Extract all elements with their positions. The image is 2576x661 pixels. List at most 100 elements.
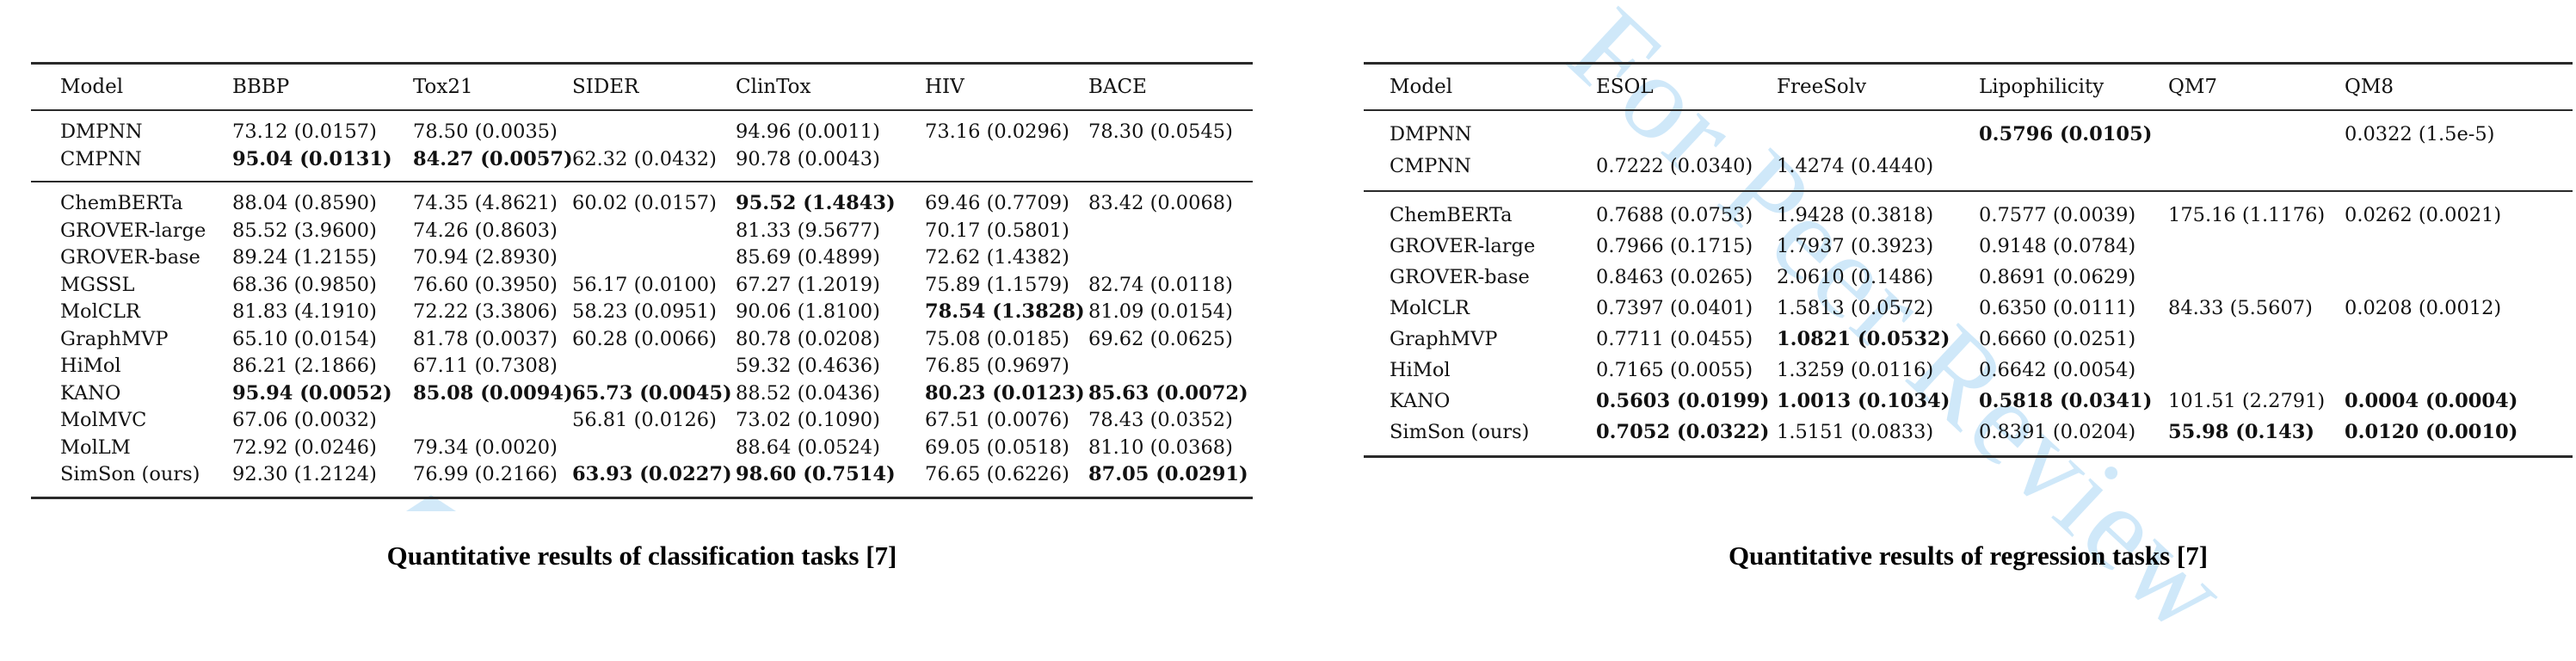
value-cell: 98.60 (0.7514) <box>736 463 896 485</box>
value-cell: 59.32 (0.4636) <box>736 355 880 377</box>
table-row: MGSSL 68.36 (0.9850) 76.60 (0.3950) 56.17 (… <box>31 272 1253 300</box>
value-cell: 87.05 (0.0291) <box>1088 463 1248 485</box>
value-cell: 80.23 (0.0123) <box>925 381 1085 405</box>
value-cell: 63.93 (0.0227) <box>572 463 732 485</box>
value-cell: 0.0322 (1.5e-5) <box>2345 123 2495 145</box>
model-name: MGSSL <box>60 273 135 296</box>
value-cell: 68.36 (0.9850) <box>232 273 377 296</box>
column-header: HIV <box>925 62 1088 111</box>
value-cell: 0.9148 (0.0784) <box>1979 235 2136 257</box>
model-name: MolCLR <box>1390 297 1470 319</box>
model-name: MolCLR <box>60 300 140 323</box>
table-row: MolLM 72.92 (0.0246) 79.34 (0.0020) 88.64 (… <box>31 435 1253 462</box>
model-name: GROVER-large <box>60 219 206 242</box>
table-row: SimSon (ours) 92.30 (1.2124) 76.99 (0.2166… <box>31 461 1253 497</box>
value-cell: 58.23 (0.0951) <box>572 300 717 323</box>
value-cell <box>2345 355 2573 386</box>
table-row: HiMol 86.21 (2.1866) 67.11 (0.7308) 59.32 (… <box>31 353 1253 380</box>
data-table: Model BBBP Tox21 SIDER ClinTox HIV BACE DMPNN 73… <box>31 62 1253 499</box>
value-cell: 95.52 (1.4843) <box>736 192 896 214</box>
value-cell <box>1979 151 2168 191</box>
value-cell <box>2168 110 2345 151</box>
value-cell: 67.06 (0.0032) <box>232 409 377 431</box>
column-header: BACE <box>1088 62 1253 111</box>
value-cell: 73.12 (0.0157) <box>232 120 377 143</box>
value-cell <box>2345 151 2573 191</box>
model-name: MolMVC <box>60 409 147 431</box>
value-cell: 0.8391 (0.0204) <box>1979 421 2136 443</box>
value-cell: 0.5818 (0.0341) <box>1979 390 2153 412</box>
value-cell <box>1088 218 1253 245</box>
value-cell: 67.11 (0.7308) <box>413 355 558 377</box>
column-header: Model <box>31 62 232 111</box>
value-cell: 0.7165 (0.0055) <box>1596 359 1753 381</box>
value-cell: 1.0821 (0.0532) <box>1777 328 1950 350</box>
value-cell: 0.7397 (0.0401) <box>1596 297 1753 319</box>
value-cell <box>1777 110 1979 151</box>
value-cell: 82.74 (0.0118) <box>1088 273 1233 296</box>
table-row: KANO 0.5603 (0.0199) 1.0013 (0.1034) 0.5818… <box>1364 386 2573 417</box>
value-cell: 67.51 (0.0076) <box>925 409 1069 431</box>
value-cell: 0.6642 (0.0054) <box>1979 359 2136 381</box>
value-cell: 2.0610 (0.1486) <box>1777 266 1934 288</box>
value-cell: 81.78 (0.0037) <box>413 327 558 350</box>
value-cell: 70.94 (2.8930) <box>413 246 558 269</box>
value-cell: 76.60 (0.3950) <box>413 273 558 296</box>
model-name: ChemBERTa <box>60 192 183 214</box>
data-table: Model ESOL FreeSolv Lipophilicity QM7 QM8 DMPN… <box>1364 62 2573 458</box>
value-cell: 74.26 (0.8603) <box>413 219 558 242</box>
value-cell: 95.04 (0.0131) <box>232 147 392 170</box>
model-name: HiMol <box>1390 359 1451 381</box>
value-cell: 95.94 (0.0052) <box>232 381 392 405</box>
value-cell: 88.52 (0.0436) <box>736 381 880 405</box>
value-cell: 1.9428 (0.3818) <box>1777 204 1934 226</box>
value-cell: 80.78 (0.0208) <box>736 327 880 350</box>
value-cell <box>2345 324 2573 355</box>
value-cell: 76.85 (0.9697) <box>925 355 1069 377</box>
value-cell: 1.4274 (0.4440) <box>1777 155 1934 177</box>
value-cell: 92.30 (1.2124) <box>232 463 377 485</box>
value-cell <box>2168 151 2345 191</box>
model-name: GraphMVP <box>60 327 169 350</box>
value-cell: 60.28 (0.0066) <box>572 327 717 350</box>
value-cell <box>2345 262 2573 293</box>
value-cell: 0.5603 (0.0199) <box>1596 390 1770 412</box>
table-row: ChemBERTa 88.04 (0.8590) 74.35 (4.8621) 60.… <box>31 182 1253 218</box>
value-cell: 78.43 (0.0352) <box>1088 409 1233 431</box>
value-cell: 1.5151 (0.0833) <box>1777 421 1934 443</box>
value-cell <box>413 407 572 435</box>
table-row: HiMol 0.7165 (0.0055) 1.3259 (0.0116) 0.664… <box>1364 355 2573 386</box>
model-name: ChemBERTa <box>1390 204 1513 226</box>
table-row: CMPNN 95.04 (0.0131) 84.27 (0.0057) 62.32 (… <box>31 146 1253 182</box>
column-header: SIDER <box>572 62 736 111</box>
model-name: MolLM <box>60 436 131 459</box>
value-cell <box>2168 355 2345 386</box>
value-cell <box>2168 262 2345 293</box>
value-cell: 0.7966 (0.1715) <box>1596 235 1753 257</box>
model-name: GROVER-large <box>1390 235 1536 257</box>
value-cell: 0.0120 (0.0010) <box>2345 421 2518 443</box>
table-row: ChemBERTa 0.7688 (0.0753) 1.9428 (0.3818) 0… <box>1364 191 2573 231</box>
value-cell: 73.16 (0.0296) <box>925 120 1069 143</box>
value-cell <box>572 244 736 272</box>
regression-table: Model ESOL FreeSolv Lipophilicity QM7 QM8 DMPN… <box>1364 62 2573 458</box>
value-cell: 85.52 (3.9600) <box>232 219 377 242</box>
model-name: KANO <box>1390 390 1451 412</box>
table-row: DMPNN 0.5796 (0.0105) 0.0322 (1.5e-5) <box>1364 110 2573 151</box>
table-row: GROVER-large 0.7966 (0.1715) 1.7937 (0.392… <box>1364 231 2573 262</box>
value-cell <box>925 146 1088 182</box>
value-cell <box>2168 324 2345 355</box>
value-cell: 79.34 (0.0020) <box>413 436 558 459</box>
value-cell <box>2168 231 2345 262</box>
model-name: CMPNN <box>60 147 142 170</box>
value-cell <box>1088 244 1253 272</box>
value-cell <box>1088 146 1253 182</box>
column-header: QM8 <box>2345 62 2573 111</box>
column-header: BBBP <box>232 62 413 111</box>
model-name: GROVER-base <box>1390 266 1530 288</box>
value-cell: 0.8691 (0.0629) <box>1979 266 2136 288</box>
value-cell: 88.64 (0.0524) <box>736 436 880 459</box>
table-row: GROVER-base 0.8463 (0.0265) 2.0610 (0.1486… <box>1364 262 2573 293</box>
table-row: SimSon (ours) 0.7052 (0.0322) 1.5151 (0.08… <box>1364 417 2573 457</box>
value-cell: 0.6350 (0.0111) <box>1979 297 2136 319</box>
